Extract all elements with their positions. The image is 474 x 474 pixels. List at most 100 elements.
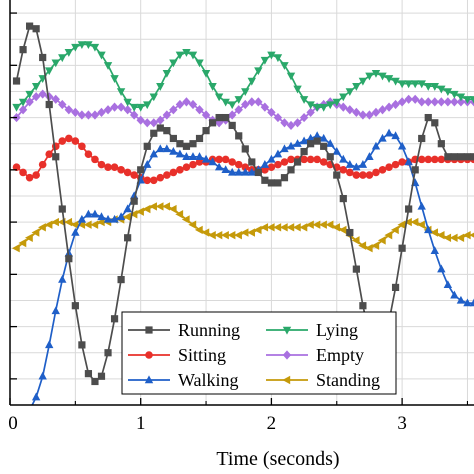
data-point-walking: [352, 162, 361, 171]
data-point-lying: [221, 98, 230, 107]
data-point-running: [352, 265, 360, 273]
data-point-empty: [149, 118, 158, 128]
legend-item-running: Running: [128, 320, 240, 340]
data-point-empty: [417, 97, 426, 107]
data-point-walking: [469, 298, 474, 307]
x-tick-label: 1: [136, 413, 146, 434]
data-point-walking: [227, 167, 237, 176]
data-point-running: [215, 113, 223, 122]
data-point-walking: [306, 133, 315, 142]
data-point-standing: [90, 220, 99, 229]
data-point-standing: [273, 223, 282, 232]
data-point-empty: [227, 110, 237, 120]
data-point-sitting: [306, 155, 315, 164]
data-point-sitting: [195, 158, 204, 166]
data-point-lying: [410, 80, 420, 89]
data-point-running: [359, 302, 367, 310]
data-point-empty: [162, 110, 172, 120]
data-point-lying: [64, 49, 74, 57]
data-point-lying: [306, 101, 315, 110]
data-point-lying: [97, 51, 106, 60]
data-point-running: [58, 205, 66, 213]
legend-marker-walking: [144, 375, 154, 384]
data-point-walking: [71, 227, 80, 236]
data-point-lying: [430, 83, 439, 91]
data-point-empty: [391, 99, 400, 110]
series-lying: [12, 41, 474, 112]
data-point-walking: [188, 152, 198, 160]
data-point-standing: [149, 202, 157, 211]
data-point-running: [163, 127, 171, 135]
data-point-standing: [44, 220, 53, 229]
data-point-running: [97, 372, 106, 380]
data-point-empty: [450, 97, 459, 107]
data-point-walking: [84, 209, 93, 218]
data-point-walking: [234, 167, 243, 176]
data-point-lying: [404, 80, 413, 89]
data-point-lying: [254, 67, 263, 76]
legend-marker-sitting: [145, 351, 153, 359]
data-point-lying: [136, 103, 145, 112]
data-point-running: [130, 197, 138, 205]
data-point-running: [12, 77, 21, 85]
data-point-sitting: [78, 142, 86, 151]
data-point-walking: [312, 131, 322, 140]
data-point-running: [391, 283, 400, 292]
data-point-walking: [214, 162, 224, 171]
data-point-sitting: [319, 158, 328, 166]
data-point-walking: [129, 191, 139, 200]
data-point-running: [143, 142, 151, 150]
legend-item-standing: Standing: [266, 370, 380, 390]
data-point-empty: [299, 112, 309, 123]
data-point-standing: [332, 223, 340, 232]
data-point-empty: [201, 110, 211, 120]
data-point-walking: [384, 128, 394, 137]
data-point-sitting: [84, 150, 93, 158]
data-point-running: [137, 166, 145, 174]
data-point-standing: [240, 228, 249, 237]
data-point-standing: [286, 223, 295, 232]
data-point-walking: [149, 149, 158, 158]
data-point-walking: [182, 152, 191, 160]
data-point-running: [411, 166, 419, 174]
data-point-lying: [156, 83, 165, 91]
data-point-lying: [469, 96, 474, 104]
data-point-sitting: [215, 155, 223, 164]
data-point-lying: [319, 103, 328, 112]
data-point-running: [300, 147, 308, 156]
data-point-lying: [378, 72, 387, 81]
data-point-lying: [18, 98, 28, 107]
data-point-lying: [345, 88, 355, 97]
data-point-sitting: [123, 168, 132, 177]
data-point-standing: [279, 223, 288, 232]
data-point-sitting: [398, 158, 406, 166]
data-point-lying: [77, 41, 87, 50]
data-point-lying: [397, 80, 407, 89]
data-point-lying: [31, 83, 41, 91]
data-point-standing: [142, 204, 151, 214]
data-point-empty: [397, 97, 407, 107]
data-point-running: [307, 140, 315, 148]
legend-label-empty: Empty: [316, 345, 364, 365]
data-point-walking: [195, 152, 204, 160]
data-point-standing: [266, 223, 275, 232]
data-point-running: [195, 134, 204, 143]
data-point-running: [91, 377, 99, 386]
data-point-sitting: [58, 137, 67, 145]
data-point-empty: [129, 110, 139, 120]
data-point-empty: [182, 97, 191, 107]
data-point-empty: [410, 94, 420, 104]
data-point-standing: [299, 223, 308, 232]
data-point-running: [71, 302, 79, 310]
data-point-empty: [156, 115, 165, 125]
data-point-empty: [267, 107, 276, 117]
data-point-running: [156, 124, 164, 132]
data-point-running: [52, 153, 60, 161]
data-point-empty: [437, 97, 446, 107]
data-point-running: [78, 341, 86, 349]
data-point-empty: [143, 118, 152, 128]
data-point-lying: [339, 93, 348, 102]
data-point-walking: [208, 157, 217, 166]
data-point-lying: [247, 77, 257, 86]
data-point-empty: [339, 102, 348, 112]
